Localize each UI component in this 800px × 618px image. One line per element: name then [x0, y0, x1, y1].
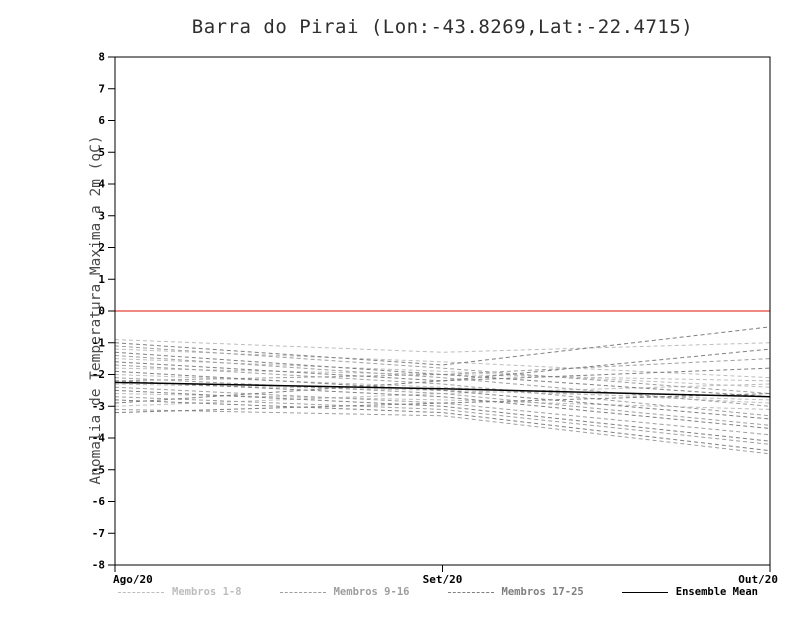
ensemble-member-line — [114, 348, 771, 379]
ensemble-member-line — [114, 399, 771, 452]
legend-line-sample — [621, 591, 668, 593]
ensemble-member-line — [114, 383, 771, 407]
x-tick-label: Ago/20 — [113, 573, 153, 586]
legend-line-sample — [447, 591, 494, 593]
y-tick-label: 4 — [98, 178, 105, 191]
ensemble-member-line — [114, 408, 771, 455]
ensemble-mean-line — [114, 381, 771, 398]
y-tick-label: 1 — [98, 273, 105, 286]
ensemble-member-line — [114, 370, 771, 420]
y-tick-label: 5 — [98, 146, 105, 159]
ensemble-member-line — [114, 361, 771, 382]
y-tick-label: 3 — [98, 209, 105, 222]
legend-item: Membros 9-16 — [279, 586, 410, 598]
y-tick-label: 2 — [98, 241, 105, 254]
ensemble-member-line — [114, 396, 771, 445]
legend-line-sample — [279, 591, 326, 593]
y-tick-label: 7 — [98, 82, 105, 95]
ensemble-member-line — [114, 358, 771, 388]
y-tick-label: 0 — [98, 305, 105, 318]
legend-item: Membros 17-25 — [447, 586, 584, 598]
y-tick-label: -1 — [92, 336, 106, 349]
chart-legend: Membros 1-8 Membros 9-16 Membros 17-25 Ense… — [118, 586, 758, 598]
y-tick-label: -4 — [92, 432, 106, 445]
x-tick-label: Set/20 — [423, 573, 463, 586]
ensemble-member-line — [114, 389, 771, 442]
y-tick-label: 6 — [98, 114, 105, 127]
ensemble-member-line — [114, 351, 771, 398]
ensemble-member-line — [114, 354, 771, 407]
y-tick-label: -8 — [92, 559, 105, 572]
ensemble-member-line — [114, 358, 771, 382]
x-tick-label: Out/20 — [738, 573, 778, 586]
y-tick-label: -7 — [92, 527, 105, 540]
legend-item: Membros 1-8 — [118, 586, 242, 598]
ensemble-member-line — [114, 380, 771, 429]
chart-title: Barra do Pirai (Lon:-43.8269,Lat:-22.471… — [191, 16, 694, 38]
legend-item: Ensemble Mean — [621, 586, 758, 598]
y-tick-label: 8 — [98, 51, 105, 64]
ensemble-member-line — [114, 364, 771, 417]
ensemble-member-line — [114, 348, 771, 404]
ensemble-member-line — [114, 339, 771, 353]
y-tick-label: -2 — [92, 368, 105, 381]
legend-label: Membros 17-25 — [501, 586, 584, 598]
legend-label: Ensemble Mean — [675, 586, 758, 598]
ensemble-member-line — [114, 386, 771, 436]
legend-line-sample — [118, 591, 164, 593]
legend-label: Membros 1-8 — [172, 586, 242, 598]
y-tick-label: -3 — [92, 400, 105, 413]
ensemble-member-line — [114, 374, 771, 404]
y-tick-label: -5 — [92, 463, 105, 476]
ensemble-member-line — [114, 326, 771, 366]
ensemble-member-line — [114, 345, 771, 395]
legend-label: Membros 9-16 — [333, 586, 410, 598]
ensemble-member-line — [114, 377, 771, 426]
y-tick-label: -6 — [92, 495, 106, 508]
ensemble-member-line — [114, 393, 771, 414]
